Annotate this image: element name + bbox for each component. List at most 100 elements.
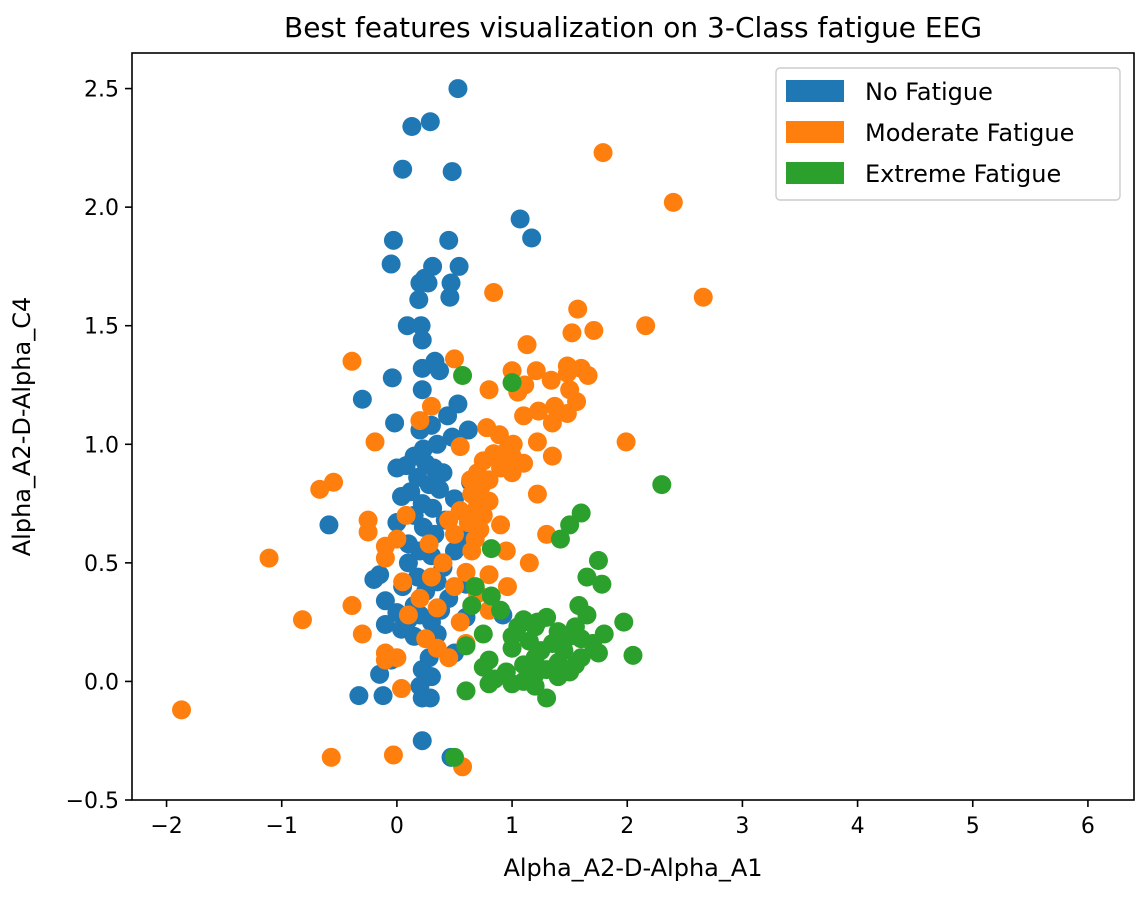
data-point <box>412 380 432 400</box>
data-point <box>412 330 432 350</box>
data-point <box>497 577 517 597</box>
data-point <box>408 567 428 587</box>
data-point <box>444 541 464 561</box>
data-point <box>568 299 588 319</box>
data-point <box>571 503 591 523</box>
data-point <box>441 273 461 293</box>
data-point <box>439 648 459 668</box>
data-point <box>430 361 450 381</box>
data-point <box>616 432 636 452</box>
data-point <box>560 515 580 535</box>
data-point <box>465 577 485 597</box>
data-point <box>433 553 453 573</box>
data-point <box>364 569 384 589</box>
data-point <box>489 425 509 445</box>
x-axis-label: Alpha_A2-D-Alpha_A1 <box>503 854 762 882</box>
data-point <box>450 437 470 457</box>
data-point <box>473 624 493 644</box>
data-point <box>502 463 522 483</box>
data-point <box>375 650 395 670</box>
data-point <box>396 505 416 525</box>
data-point <box>393 572 413 592</box>
data-point <box>383 745 403 765</box>
series-2 <box>172 143 713 777</box>
data-point <box>385 413 405 433</box>
data-point <box>319 515 339 535</box>
data-point <box>557 403 577 423</box>
data-point <box>172 700 192 720</box>
data-point <box>481 539 501 559</box>
data-point <box>548 667 568 687</box>
data-point <box>382 368 402 388</box>
data-point <box>444 524 464 544</box>
legend-label: Moderate Fatigue <box>865 119 1074 147</box>
data-point <box>370 664 390 684</box>
data-point <box>398 605 418 625</box>
data-point <box>448 79 468 99</box>
data-point <box>537 688 557 708</box>
data-point <box>423 498 443 518</box>
data-point <box>310 479 330 499</box>
data-point <box>321 747 341 767</box>
data-point <box>410 588 430 608</box>
data-point <box>584 320 604 340</box>
data-point <box>541 370 561 390</box>
x-tick-label: 2 <box>620 814 634 839</box>
data-point <box>450 612 470 632</box>
data-point <box>383 230 403 250</box>
data-point <box>502 373 522 393</box>
legend-label: Extreme Fatigue <box>865 160 1061 188</box>
data-point <box>358 522 378 542</box>
data-point <box>479 380 499 400</box>
x-tick-label: 3 <box>735 814 749 839</box>
data-point <box>398 553 418 573</box>
data-point <box>529 401 549 421</box>
data-point <box>542 413 562 433</box>
data-point <box>577 605 597 625</box>
data-point <box>259 548 279 568</box>
x-tick-label: 0 <box>390 814 404 839</box>
data-point <box>430 479 450 499</box>
data-point <box>592 574 612 594</box>
data-point <box>542 446 562 466</box>
data-point <box>636 316 656 336</box>
x-tick-label: 1 <box>505 814 519 839</box>
chart-title: Best features visualization on 3-Class f… <box>284 11 982 44</box>
y-tick-label: 2.0 <box>84 196 119 221</box>
data-point <box>412 731 432 751</box>
data-point <box>375 615 395 635</box>
data-point <box>578 366 598 386</box>
data-point <box>502 674 522 694</box>
data-point <box>525 617 545 637</box>
legend-swatch <box>786 121 844 143</box>
data-point <box>479 674 499 694</box>
data-point <box>393 159 413 179</box>
data-point <box>433 463 453 483</box>
data-point <box>527 432 547 452</box>
data-point <box>419 534 439 554</box>
y-tick-label: 0.5 <box>84 552 119 577</box>
data-point <box>588 643 608 663</box>
data-point <box>418 273 438 293</box>
data-point <box>522 228 542 248</box>
data-point <box>458 420 478 440</box>
legend-box <box>775 67 1121 201</box>
data-point <box>491 600 511 620</box>
data-point <box>421 567 441 587</box>
data-point <box>412 358 432 378</box>
data-point <box>375 548 395 568</box>
x-tick-label: −2 <box>150 814 182 839</box>
series-3 <box>444 366 672 767</box>
data-point <box>484 283 504 303</box>
data-point <box>421 396 441 416</box>
data-point <box>427 598 447 618</box>
data-point <box>381 254 401 274</box>
data-point <box>502 638 522 658</box>
data-point <box>462 596 482 616</box>
x-tick-label: 4 <box>851 814 865 839</box>
data-point <box>352 624 372 644</box>
data-point <box>453 366 473 386</box>
x-tick-label: 6 <box>1081 814 1095 839</box>
data-point <box>409 290 429 310</box>
data-point <box>473 505 493 525</box>
